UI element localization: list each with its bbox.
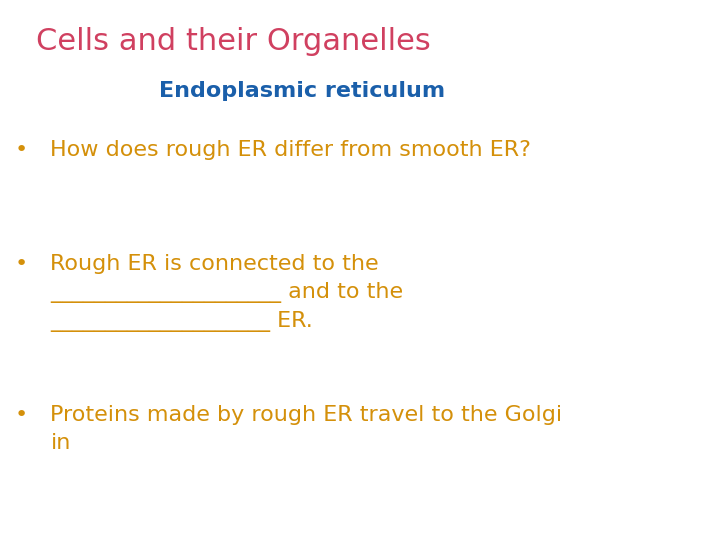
- Text: How does rough ER differ from smooth ER?: How does rough ER differ from smooth ER?: [50, 140, 531, 160]
- Text: •: •: [15, 405, 28, 425]
- Text: Endoplasmic reticulum: Endoplasmic reticulum: [159, 81, 446, 101]
- Text: Rough ER is connected to the
_____________________ and to the
__________________: Rough ER is connected to the ___________…: [50, 254, 403, 332]
- Text: •: •: [15, 140, 28, 160]
- Text: Proteins made by rough ER travel to the Golgi
in: Proteins made by rough ER travel to the …: [50, 405, 562, 453]
- Text: •: •: [15, 254, 28, 274]
- Text: Cells and their Organelles: Cells and their Organelles: [36, 27, 431, 56]
